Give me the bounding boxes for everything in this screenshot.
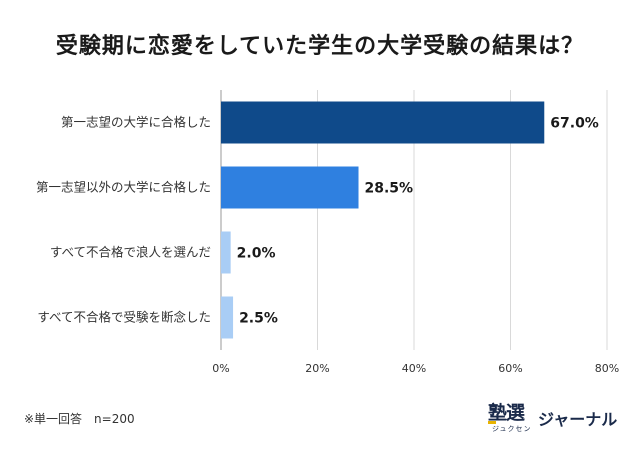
footnote: ※単一回答 n=200: [24, 412, 135, 426]
data-label: 2.5%: [239, 311, 278, 327]
chart-title: 受験期に恋愛をしていた学生の大学受験の結果は？: [55, 34, 585, 59]
category-label: 第一志望以外の大学に合格した: [36, 180, 211, 195]
bar: [221, 166, 359, 209]
logo-kanji: 塾選: [488, 402, 525, 424]
x-tick-labels: 0% 20% 40% 60% 80%: [212, 362, 619, 375]
x-tick-label: 0%: [212, 362, 229, 375]
bar: [221, 296, 234, 339]
brand-logo: 塾選 ジュクセン ジャーナル: [488, 398, 628, 438]
bar-chart: 第一志望の大学に合格した第一志望以外の大学に合格したすべて不合格で浪人を選んだす…: [36, 90, 619, 375]
data-label: 67.0%: [550, 116, 599, 132]
x-tick-label: 60%: [498, 362, 522, 375]
data-label: 28.5%: [365, 181, 414, 197]
x-tick-label: 20%: [305, 362, 329, 375]
bars: [221, 101, 545, 339]
category-label: 第一志望の大学に合格した: [61, 115, 211, 130]
logo-kana: ジュクセン: [492, 425, 532, 433]
logo-accent-mark: [488, 421, 496, 424]
x-tick-label: 40%: [402, 362, 426, 375]
bar: [221, 231, 231, 274]
category-label: すべて不合格で受験を断念した: [37, 310, 211, 325]
x-tick-label: 80%: [595, 362, 619, 375]
category-label: すべて不合格で浪人を選んだ: [50, 245, 211, 260]
category-labels: 第一志望の大学に合格した第一志望以外の大学に合格したすべて不合格で浪人を選んだす…: [36, 115, 211, 325]
logo-journal-text: ジャーナル: [538, 410, 618, 429]
bar: [221, 101, 545, 144]
data-label: 2.0%: [237, 246, 276, 262]
data-labels: 67.0% 28.5% 2.0% 2.5%: [237, 116, 599, 327]
